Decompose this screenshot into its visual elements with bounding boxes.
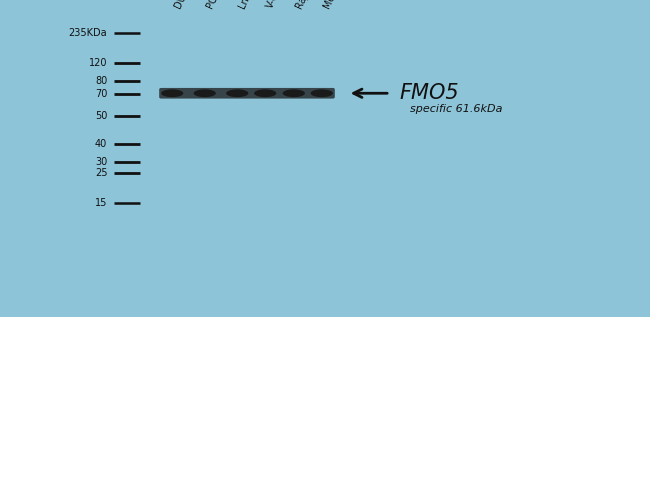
Text: 50: 50 [95, 111, 107, 121]
Text: RaJ: RaJ [294, 0, 309, 9]
Ellipse shape [254, 89, 276, 97]
Text: 70: 70 [95, 89, 107, 99]
Ellipse shape [226, 89, 248, 97]
Text: FMO5: FMO5 [400, 83, 460, 103]
Ellipse shape [161, 89, 183, 97]
Text: 40: 40 [95, 140, 107, 149]
Text: McF: McF [322, 0, 339, 9]
Text: 120: 120 [89, 59, 107, 68]
Text: 235KDa: 235KDa [69, 28, 107, 38]
FancyBboxPatch shape [159, 88, 335, 99]
Text: 25: 25 [95, 168, 107, 178]
Bar [0, 0, 650, 317]
Ellipse shape [194, 89, 216, 97]
Ellipse shape [311, 89, 333, 97]
Text: Ln-Cap: Ln-Cap [237, 0, 261, 9]
Text: V-Cap: V-Cap [265, 0, 286, 9]
Text: 15: 15 [95, 198, 107, 208]
Text: specific 61.6kDa: specific 61.6kDa [410, 104, 502, 114]
Text: 80: 80 [95, 76, 107, 86]
Text: PC3: PC3 [205, 0, 222, 9]
Text: DU-145: DU-145 [172, 0, 197, 9]
Text: 30: 30 [95, 157, 107, 167]
Ellipse shape [283, 89, 305, 97]
